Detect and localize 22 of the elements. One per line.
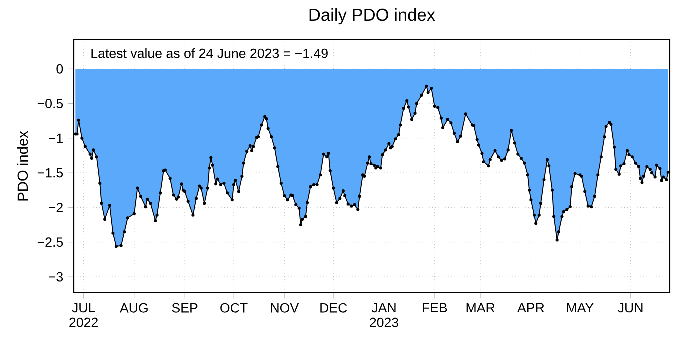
y-axis-title: PDO index bbox=[17, 131, 28, 201]
x-tick-label: FEB bbox=[422, 303, 448, 313]
y-tick-label: −1 bbox=[49, 134, 63, 143]
y-tick-label: −2.5 bbox=[38, 238, 64, 248]
x-tick-label: MAY bbox=[567, 303, 594, 313]
x-tick-label: JAN 2023 bbox=[370, 303, 398, 328]
x-tick-label: AUG bbox=[120, 303, 148, 313]
x-tick-label: NOV bbox=[271, 303, 300, 313]
x-tick-label: APR bbox=[518, 303, 544, 313]
x-tick-label: MAR bbox=[466, 303, 495, 313]
x-tick-label: JUN bbox=[618, 303, 643, 313]
y-tick-label: −0.5 bbox=[38, 99, 64, 108]
y-tick-label: −1.5 bbox=[38, 168, 64, 178]
x-tick-label: DEC bbox=[320, 303, 348, 313]
x-tick-label: JUL 2022 bbox=[70, 303, 98, 328]
y-tick-label: 0 bbox=[56, 64, 64, 74]
chart-title: Daily PDO index bbox=[310, 8, 436, 25]
annotation: Latest value as of 24 June 2023 = −1.49 bbox=[92, 48, 328, 58]
y-tick-label: −3 bbox=[49, 272, 64, 282]
x-tick-label: SEP bbox=[172, 303, 198, 313]
x-tick-label: OCT bbox=[220, 303, 248, 313]
y-tick-label: −2 bbox=[49, 203, 63, 212]
